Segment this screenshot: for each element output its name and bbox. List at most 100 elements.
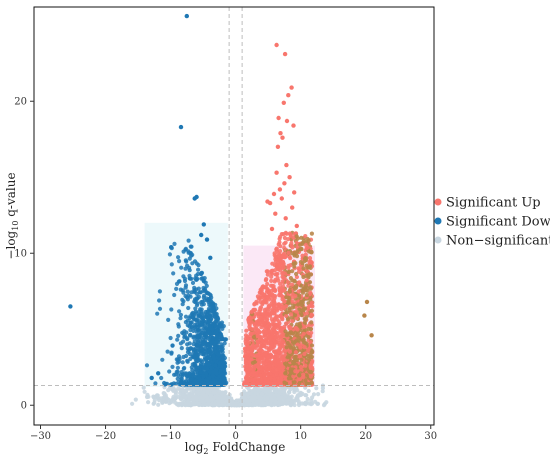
point-significant-up	[293, 309, 299, 314]
point-significant-down	[204, 283, 209, 288]
point-significant-up	[246, 345, 251, 350]
point-significant-down	[185, 359, 190, 364]
point-significant-up	[282, 380, 287, 385]
point-significant-up	[284, 333, 289, 338]
point-significant-up	[268, 283, 274, 288]
point-significant-up	[255, 294, 260, 299]
point-significant-up	[297, 295, 302, 300]
point-significant-down	[184, 13, 189, 19]
point-significant-down	[176, 333, 181, 338]
point-significant-up	[285, 317, 290, 322]
point-non-significant	[191, 401, 196, 406]
point-significant-up	[309, 250, 314, 255]
point-non-significant	[238, 402, 243, 408]
point-significant-down	[186, 305, 191, 311]
point-significant-down	[68, 304, 73, 309]
point-significant-down	[191, 353, 196, 359]
point-significant-up	[277, 350, 282, 355]
point-significant-down	[213, 323, 218, 328]
point-significant-down	[207, 330, 212, 336]
point-significant-down	[157, 306, 163, 311]
point-significant-down	[180, 360, 185, 365]
point-significant-up	[304, 292, 309, 298]
point-significant-up	[269, 317, 274, 322]
point-significant-down	[200, 322, 205, 327]
point-significant-down	[197, 309, 202, 314]
point-significant-down	[196, 333, 201, 338]
point-significant-up	[302, 345, 307, 350]
point-significant-down	[212, 346, 217, 351]
point-significant-down	[167, 252, 172, 257]
point-significant-down	[193, 309, 198, 314]
point-significant-up	[296, 302, 301, 307]
point-significant-down	[183, 266, 188, 271]
point-significant-up	[292, 380, 297, 385]
point-significant-down	[187, 341, 192, 346]
point-non-significant	[244, 391, 249, 397]
point-significant-up	[290, 360, 296, 365]
point-significant-down	[178, 287, 183, 292]
point-significant-down	[211, 306, 216, 311]
point-significant-up	[270, 369, 276, 374]
point-significant-up	[272, 300, 277, 305]
point-significant-up	[279, 365, 284, 370]
point-significant-down	[205, 291, 210, 296]
point-significant-down	[199, 271, 204, 277]
point-significant-down	[168, 382, 173, 387]
point-significant-down	[218, 368, 223, 373]
point-significant-down	[223, 337, 228, 342]
point-significant-up	[267, 363, 272, 368]
point-significant-down	[184, 353, 189, 359]
point-significant-down	[196, 357, 201, 363]
point-significant-down	[205, 366, 210, 371]
point-significant-down	[202, 293, 207, 298]
point-significant-up	[305, 265, 310, 270]
point-non-significant	[305, 396, 310, 402]
point-significant-down	[194, 261, 199, 266]
point-significant-up	[263, 313, 268, 318]
point-significant-down	[171, 271, 176, 276]
point-significant-up	[288, 256, 293, 261]
point-significant-down	[169, 245, 174, 250]
point-significant-up	[271, 294, 276, 299]
point-significant-down	[195, 365, 200, 370]
point-non-significant	[212, 386, 217, 391]
point-significant-up	[308, 285, 313, 290]
point-significant-up	[293, 261, 298, 266]
point-significant-down	[199, 380, 204, 385]
point-significant-up	[292, 250, 297, 255]
point-significant-down	[181, 290, 186, 295]
point-non-significant	[216, 402, 221, 407]
point-non-significant	[295, 397, 300, 402]
point-non-significant	[284, 400, 290, 405]
point-significant-up	[286, 237, 291, 242]
point-significant-up	[256, 321, 261, 326]
point-significant-down	[183, 382, 188, 387]
point-significant-down	[180, 297, 185, 302]
point-significant-up	[269, 274, 274, 279]
point-significant-down	[185, 336, 190, 341]
point-significant-down	[213, 363, 218, 368]
point-significant-up	[246, 340, 252, 345]
point-significant-up	[286, 270, 291, 275]
point-significant-up	[277, 240, 282, 245]
point-non-significant	[219, 402, 224, 407]
point-significant-down	[196, 314, 201, 319]
point-significant-up	[252, 302, 257, 307]
point-significant-down	[190, 261, 195, 266]
point-significant-down	[214, 371, 219, 376]
point-significant-up	[255, 339, 260, 344]
point-significant-down	[214, 337, 219, 342]
point-non-significant	[265, 396, 270, 401]
point-non-significant	[152, 400, 157, 405]
point-significant-down	[206, 355, 211, 361]
point-significant-up	[274, 372, 279, 377]
point-significant-up	[268, 346, 274, 351]
point-significant-up	[281, 260, 286, 265]
point-significant-up	[298, 242, 303, 247]
point-non-significant	[171, 394, 176, 400]
point-significant-down	[193, 375, 198, 380]
point-non-significant	[162, 391, 167, 396]
point-significant-up	[304, 246, 309, 251]
